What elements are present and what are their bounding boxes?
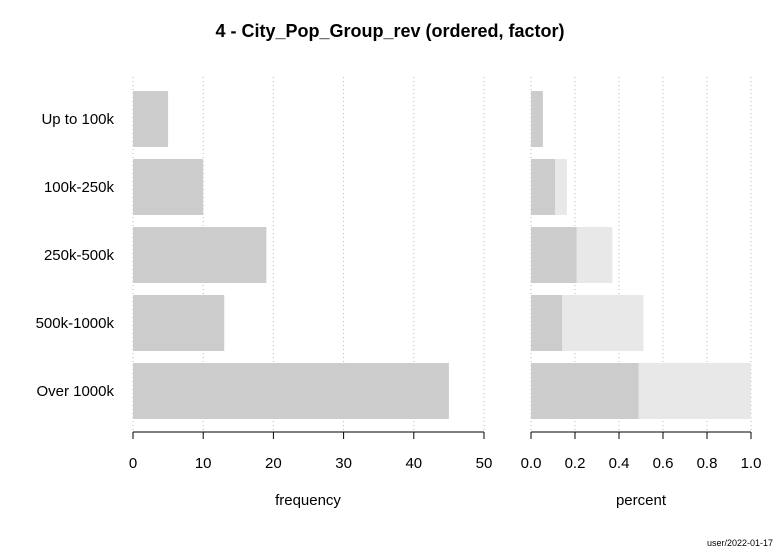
category-label-100k-250k: 100k-250k	[44, 179, 115, 196]
x-tick-label-frequency: 20	[265, 455, 282, 472]
frequency-panel: Up to 100k 100k-250k 250k-500k 500k-1000k Ov…	[36, 77, 493, 472]
bar-frequency-500k-1000k	[133, 295, 225, 351]
bar-percent-up-to-100k	[531, 91, 543, 147]
x-tick-label-percent: 0.8	[697, 455, 718, 472]
x-axis-label-percent: percent	[616, 492, 667, 509]
chart-title: 4 - City_Pop_Group_rev (ordered, factor)	[215, 21, 564, 41]
category-label-500k-1000k: 500k-1000k	[36, 315, 115, 332]
category-label-250k-500k: 250k-500k	[44, 247, 115, 264]
footer-text: user/2022-01-17	[707, 538, 773, 548]
x-tick-label-frequency: 10	[195, 455, 212, 472]
x-tick-label-frequency: 0	[129, 455, 137, 472]
x-axis-label-frequency: frequency	[275, 492, 341, 509]
bar-percent-250k-500k	[531, 227, 577, 283]
bar-frequency-over-1000k	[133, 363, 449, 419]
category-label-over-1000k: Over 1000k	[36, 383, 114, 400]
category-label-up-to-100k: Up to 100k	[41, 111, 114, 128]
percent-panel: 0.0 0.2 0.4 0.6 0.8 1.0	[521, 77, 762, 472]
bar-percent-over-1000k	[531, 363, 639, 419]
x-tick-label-frequency: 40	[405, 455, 422, 472]
x-tick-label-percent: 0.6	[653, 455, 674, 472]
x-tick-label-percent: 0.4	[609, 455, 630, 472]
bar-frequency-100k-250k	[133, 159, 204, 215]
bar-percent-500k-1000k	[531, 295, 563, 351]
bar-frequency-250k-500k	[133, 227, 267, 283]
bar-percent-100k-250k	[531, 159, 555, 215]
x-tick-label-percent: 0.0	[521, 455, 542, 472]
bar-frequency-up-to-100k	[133, 91, 169, 147]
x-tick-label-percent: 1.0	[741, 455, 762, 472]
x-tick-label-frequency: 30	[335, 455, 352, 472]
x-tick-label-percent: 0.2	[565, 455, 586, 472]
x-tick-label-frequency: 50	[476, 455, 493, 472]
